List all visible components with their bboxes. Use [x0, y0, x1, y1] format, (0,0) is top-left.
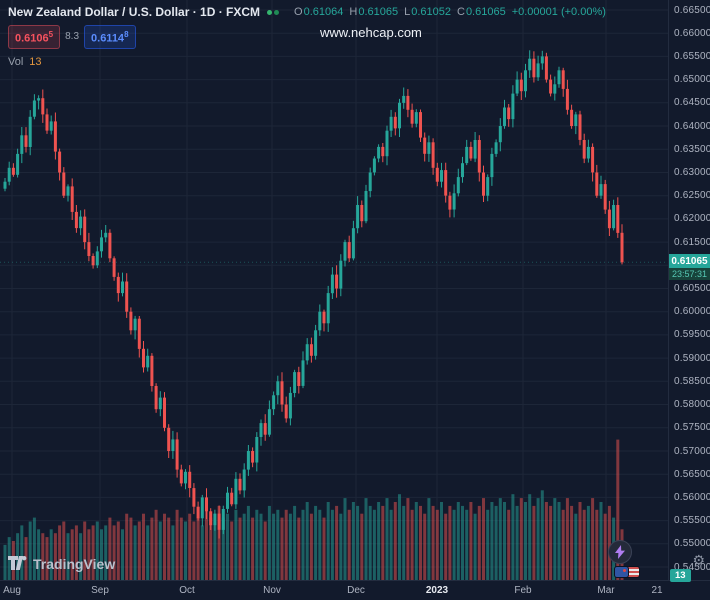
price-axis-label: 0.66000 [674, 27, 710, 39]
currency-pair-flags[interactable] [614, 566, 640, 578]
symbol-title[interactable]: New Zealand Dollar / U.S. Dollar · 1D · … [8, 5, 261, 19]
close-value: 0.61065 [465, 6, 506, 18]
open-value: 0.61064 [303, 6, 344, 18]
price-axis-label: 0.60500 [674, 283, 710, 294]
time-axis-label: 2023 [425, 585, 449, 596]
ohlc-values: O 0.61064 H 0.61065 L 0.61052 C 0.61065 +0.0… [288, 6, 606, 18]
chart-header: New Zealand Dollar / U.S. Dollar · 1D · … [8, 5, 606, 68]
market-status-icon [267, 9, 280, 15]
price-axis-label: 0.55000 [674, 538, 710, 550]
time-axis[interactable]: Aug Sep Oct Nov Dec 2023 Feb Mar 21 [0, 580, 710, 600]
status-dot-icon [267, 9, 273, 15]
bar-countdown: 23:57:31 [669, 268, 710, 280]
chart-plot-area[interactable]: www.nehcap.com New Zealand Dollar / U.S.… [0, 0, 668, 580]
high-label: H [349, 6, 358, 18]
time-axis-label: 21 [651, 585, 663, 596]
price-axis-label: 0.61500 [674, 236, 710, 248]
change-value: +0.00001 (+0.00%) [511, 6, 606, 18]
last-price-badge: 0.61065 23:57:31 [669, 254, 710, 280]
price-axis-label: 0.65000 [674, 74, 710, 86]
price-axis-label: 0.64000 [674, 120, 710, 132]
tradingview-logo-text: TradingView [33, 556, 116, 572]
sell-button[interactable]: 0.61065 [8, 25, 61, 49]
quick-trade-button[interactable] [608, 540, 632, 564]
tradingview-logo[interactable]: TradingView [8, 556, 115, 572]
volume-value: 13 [29, 55, 42, 68]
volume-indicator-row[interactable]: Vol 13 [8, 56, 606, 68]
price-axis[interactable]: 13 0.66500 0.66000 0.65500 0.65000 0.64500 0.… [668, 0, 710, 582]
price-axis-label: 0.59000 [674, 352, 710, 364]
nz-flag-icon [614, 566, 629, 578]
low-value: 0.61052 [411, 6, 451, 18]
last-price-value: 0.61065 [669, 254, 710, 268]
lightning-icon [615, 545, 625, 559]
price-axis-label: 0.58000 [674, 399, 710, 410]
price-axis-label: 0.54500 [674, 561, 710, 573]
price-axis-label: 0.56500 [674, 468, 710, 480]
close-label: C [456, 6, 465, 18]
price-axis-label: 0.65500 [674, 50, 710, 62]
price-axis-label: 0.59500 [674, 329, 710, 341]
buy-button[interactable]: 0.61148 [84, 25, 136, 49]
time-axis-label: Nov [263, 585, 281, 596]
price-axis-label: 0.64500 [674, 97, 710, 109]
price-axis-label: 0.58500 [674, 375, 710, 387]
volume-label: Vol [8, 55, 24, 68]
time-axis-label: Dec [347, 585, 365, 596]
time-axis-label: Oct [179, 585, 195, 596]
open-label: O [294, 6, 303, 18]
time-axis-label: Mar [597, 585, 615, 596]
low-label: L [404, 6, 411, 18]
time-axis-label: Sep [91, 585, 109, 596]
spread-value: 8.3 [65, 31, 80, 43]
price-axis-label: 0.56000 [674, 491, 710, 503]
tradingview-logo-icon [8, 556, 27, 570]
price-axis-label: 0.63000 [674, 167, 710, 178]
price-axis-label: 0.55500 [674, 515, 710, 527]
price-axis-label: 0.66500 [674, 4, 710, 16]
price-axis-label: 0.62000 [674, 213, 710, 225]
price-axis-label: 0.62500 [674, 190, 710, 202]
watermark: www.nehcap.com [320, 25, 422, 40]
price-axis-label: 0.57000 [674, 445, 710, 457]
high-value: 0.61065 [358, 6, 399, 18]
gear-icon[interactable]: ⚙︎ [692, 552, 705, 568]
time-axis-label: Aug [3, 585, 21, 596]
price-axis-label: 0.57500 [674, 422, 710, 434]
status-dot-icon [274, 9, 280, 15]
time-axis-label: Feb [514, 585, 532, 596]
price-axis-label: 0.60000 [674, 306, 710, 318]
candlestick-chart[interactable] [0, 0, 668, 580]
price-axis-label: 0.63500 [674, 143, 710, 155]
volume-axis-badge: 13 [670, 569, 691, 582]
